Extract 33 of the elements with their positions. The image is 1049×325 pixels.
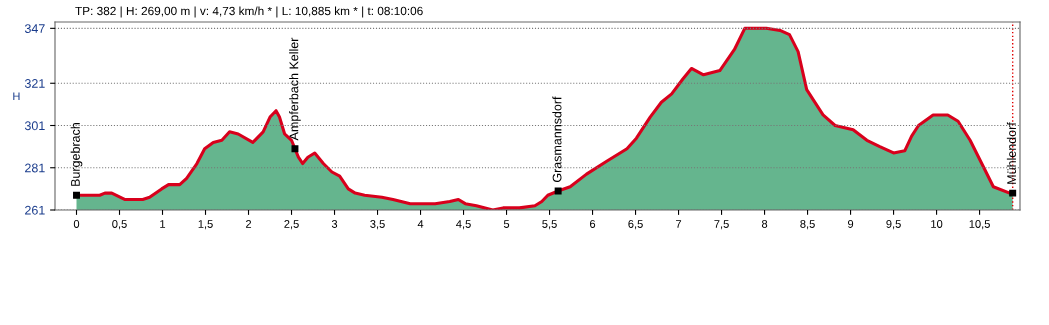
y-axis-title: H bbox=[13, 92, 20, 101]
x-tick-label: 10 bbox=[931, 220, 943, 228]
x-tick-label: 10,5 bbox=[969, 220, 990, 230]
x-tick-label: 9 bbox=[848, 220, 854, 228]
x-tick-label: 0 bbox=[73, 220, 80, 228]
text: TP: 382 | H: 269,00 m | v: 4,73 km/h * | L: 10,885 km * | t: 08:10:06 bbox=[75, 6, 423, 18]
x-tick-label: 6 bbox=[590, 220, 596, 228]
x-tick-label: 4 bbox=[417, 220, 424, 228]
x-tick-label: 1 bbox=[160, 220, 166, 228]
x-tick-label: 8 bbox=[761, 220, 768, 228]
x-tick-label: 5,5 bbox=[542, 220, 557, 230]
y-tick-label: 281 bbox=[25, 163, 45, 173]
x-tick-label: 0,5 bbox=[112, 220, 127, 230]
x-tick-label: 1,5 bbox=[198, 220, 213, 230]
x-tick-label: 3 bbox=[331, 220, 338, 228]
annotation: Grasmannsdorf bbox=[552, 96, 562, 183]
y-tick-label: 347 bbox=[24, 24, 45, 33]
x-tick-label: 6,5 bbox=[628, 220, 643, 230]
x-tick-label: 2 bbox=[245, 220, 252, 228]
annotation: Ampferbach Keller bbox=[289, 37, 301, 141]
annotation: Burgebrach bbox=[70, 123, 83, 186]
y-tick-label: 321 bbox=[24, 79, 45, 88]
x-tick-label: 9,5 bbox=[886, 220, 901, 230]
x-tick-label: 3,5 bbox=[370, 220, 385, 230]
x-tick-label: 4,5 bbox=[456, 220, 471, 230]
annotation: Mühlendorf bbox=[1006, 122, 1017, 184]
x-tick-label: 7,5 bbox=[714, 220, 729, 230]
x-tick-label: 8,5 bbox=[800, 220, 815, 230]
x-tick-label: 5 bbox=[503, 220, 510, 228]
x-tick-label: 2,5 bbox=[284, 220, 299, 230]
y-tick-label: 261 bbox=[25, 205, 45, 215]
x-tick-label: 7 bbox=[676, 220, 682, 228]
y-tick-label: 301 bbox=[24, 121, 45, 131]
